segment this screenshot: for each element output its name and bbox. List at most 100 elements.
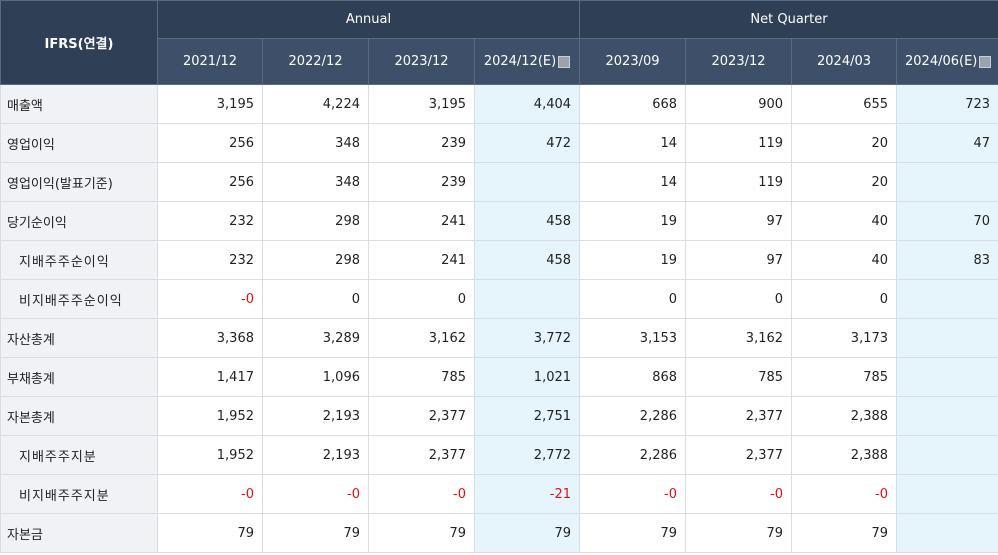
value-cell: -0 — [368, 474, 475, 514]
header-row: 2021/12 2022/12 2023/12 2024/12(E) 2023/09 20… — [1, 38, 998, 85]
period-header: 2023/09 — [579, 38, 687, 85]
row-label: 지배주주지분 — [0, 435, 158, 475]
data-row: 비지배주주순이익 -0 0 0 0 0 0 — [0, 279, 998, 319]
value-cell: 14 — [579, 123, 687, 163]
value-cell: -0 — [685, 474, 793, 514]
value-cell: 79 — [579, 513, 687, 553]
value-cell: 79 — [157, 513, 263, 553]
value-cell: 47 — [896, 123, 998, 163]
header-row: IFRS(연결) Annual Net Quarter — [0, 0, 998, 85]
value-cell: 472 — [473, 123, 581, 163]
value-cell: 2,286 — [579, 435, 687, 475]
value-cell: 119 — [685, 162, 793, 202]
value-cell: 1,952 — [157, 396, 263, 436]
value-cell: 40 — [791, 201, 898, 241]
period-label: 2023/09 — [605, 54, 660, 69]
value-cell: 723 — [896, 84, 998, 124]
value-cell: 119 — [685, 123, 793, 163]
value-cell: 3,772 — [473, 318, 581, 358]
value-cell — [896, 318, 998, 358]
data-row: 영업이익 256 348 239 472 14 119 20 47 — [0, 123, 998, 163]
value-cell: 83 — [896, 240, 998, 280]
value-cell: 232 — [157, 240, 263, 280]
value-cell: 2,286 — [579, 396, 687, 436]
value-cell: 785 — [685, 357, 793, 397]
value-cell — [896, 396, 998, 436]
row-label: 자본총계 — [0, 396, 158, 436]
value-cell: 97 — [685, 201, 793, 241]
data-row: 비지배주주지분 -0 -0 -0 -21 -0 -0 -0 — [0, 474, 998, 514]
table-header: IFRS(연결) Annual Net Quarter 2021/12 2022/… — [0, 0, 998, 85]
value-cell: 19 — [579, 201, 687, 241]
row-label: 당기순이익 — [0, 201, 158, 241]
value-cell: 97 — [685, 240, 793, 280]
value-cell: 79 — [791, 513, 898, 553]
value-cell: 1,952 — [157, 435, 263, 475]
period-header: 2022/12 — [262, 38, 369, 85]
period-header: 2024/12(E) — [473, 38, 581, 85]
value-cell: -0 — [579, 474, 687, 514]
value-cell: 239 — [368, 123, 475, 163]
data-row: 자본총계 1,952 2,193 2,377 2,751 2,286 2,377 2,388 — [0, 396, 998, 436]
value-cell — [896, 435, 998, 475]
period-label: 2023/12 — [394, 54, 449, 69]
period-header: 2023/12 — [685, 38, 793, 85]
period-label: 2024/06(E) — [905, 54, 978, 69]
table-body: 매출액 3,195 4,224 3,195 4,404 668 900 655 723 영업이익 2… — [0, 84, 998, 553]
data-row: 자산총계 3,368 3,289 3,162 3,772 3,153 3,162 3,173 — [0, 318, 998, 358]
value-cell: 348 — [262, 123, 369, 163]
row-label: 자본금 — [0, 513, 158, 553]
value-cell: 458 — [473, 240, 581, 280]
value-cell: -0 — [791, 474, 898, 514]
corner-header: IFRS(연결) — [0, 0, 158, 85]
value-cell: 239 — [368, 162, 475, 202]
value-cell: 256 — [157, 162, 263, 202]
row-label: 매출액 — [0, 84, 158, 124]
period-header: 2024/06(E) — [896, 38, 998, 85]
value-cell: 298 — [262, 240, 369, 280]
value-cell: 4,404 — [473, 84, 581, 124]
value-cell: 3,162 — [368, 318, 475, 358]
value-cell: 79 — [368, 513, 475, 553]
row-label: 지배주주순이익 — [0, 240, 158, 280]
value-cell: -21 — [473, 474, 581, 514]
value-cell: 241 — [368, 240, 475, 280]
value-cell: 3,289 — [262, 318, 369, 358]
value-cell: 0 — [791, 279, 898, 319]
row-label: 비지배주주지분 — [0, 474, 158, 514]
value-cell: 70 — [896, 201, 998, 241]
info-icon — [558, 55, 571, 68]
value-cell — [896, 279, 998, 319]
value-cell: 655 — [791, 84, 898, 124]
data-row: 지배주주지분 1,952 2,193 2,377 2,772 2,286 2,377 2,38… — [0, 435, 998, 475]
group-header: Annual — [156, 0, 581, 39]
value-cell: 241 — [368, 201, 475, 241]
group-header: Net Quarter — [579, 0, 998, 39]
data-row: 영업이익(발표기준) 256 348 239 14 119 20 — [0, 162, 998, 202]
value-cell: 900 — [685, 84, 793, 124]
value-cell: 2,377 — [685, 396, 793, 436]
period-header: 2024/03 — [791, 38, 898, 85]
value-cell: 2,377 — [368, 396, 475, 436]
value-cell — [896, 162, 998, 202]
value-cell: 2,377 — [685, 435, 793, 475]
value-cell: 2,772 — [473, 435, 581, 475]
value-cell: 79 — [685, 513, 793, 553]
value-cell: 79 — [262, 513, 369, 553]
value-cell: 3,195 — [368, 84, 475, 124]
value-cell: 2,193 — [262, 435, 369, 475]
value-cell — [473, 162, 581, 202]
period-header: 2023/12 — [368, 38, 475, 85]
value-cell: 1,096 — [262, 357, 369, 397]
value-cell: 40 — [791, 240, 898, 280]
period-header: 2021/12 — [157, 38, 263, 85]
value-cell: 868 — [579, 357, 687, 397]
info-icon — [979, 55, 992, 68]
value-cell: 2,751 — [473, 396, 581, 436]
row-label: 영업이익(발표기준) — [0, 162, 158, 202]
value-cell: -0 — [157, 279, 263, 319]
value-cell: 668 — [579, 84, 687, 124]
value-cell — [896, 513, 998, 553]
